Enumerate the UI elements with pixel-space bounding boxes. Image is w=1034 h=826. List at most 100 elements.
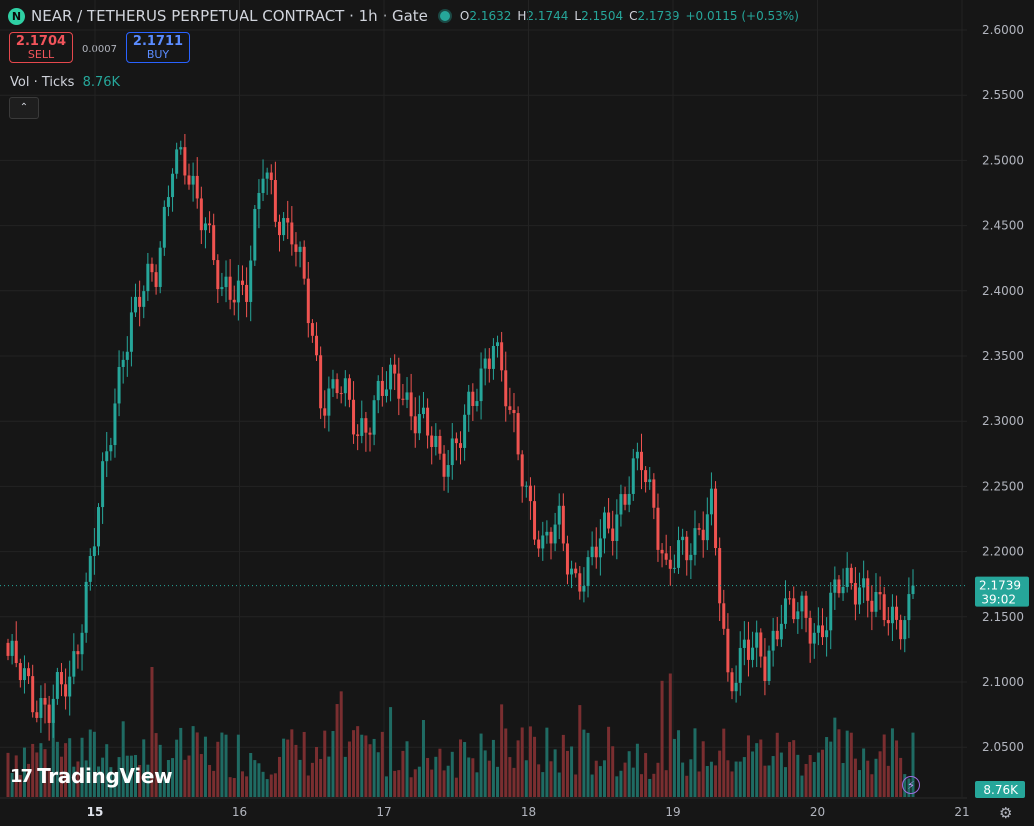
- volume-bar: [635, 743, 639, 797]
- volume-bar: [360, 734, 364, 797]
- candle-body: [516, 413, 520, 455]
- volume-bar: [607, 726, 611, 797]
- candle-body: [257, 192, 261, 209]
- y-tick-label: 2.4000: [982, 284, 1024, 298]
- volume-bar: [561, 734, 565, 797]
- volume-bar: [138, 765, 142, 797]
- candle-body: [195, 175, 199, 199]
- volume-bar: [438, 748, 442, 797]
- volume-bar: [212, 770, 216, 797]
- candle-body: [14, 640, 18, 664]
- candle-body: [368, 432, 372, 435]
- buy-button[interactable]: 2.1711 BUY: [126, 32, 190, 63]
- candle-body: [166, 197, 170, 207]
- volume-bar: [491, 739, 495, 797]
- volume-bar: [335, 704, 339, 797]
- volume-bar: [47, 769, 51, 797]
- candle-body: [253, 208, 257, 261]
- candle-body: [339, 393, 343, 395]
- candle-body: [524, 485, 528, 487]
- volume-bar: [528, 726, 532, 797]
- volume-bar: [886, 765, 890, 797]
- volume-bar: [368, 744, 372, 797]
- volume-bar: [454, 777, 458, 797]
- candle-body: [352, 399, 356, 435]
- volume-bar: [500, 704, 504, 797]
- volume-bar: [59, 756, 63, 797]
- spread-value: 0.0007: [82, 44, 117, 55]
- volume-bar: [14, 755, 18, 797]
- candle-body: [866, 578, 870, 601]
- candle-body: [496, 342, 500, 346]
- volume-bar: [640, 774, 643, 797]
- volume-bar: [911, 732, 915, 797]
- volume-bar: [310, 762, 314, 797]
- volume-legend[interactable]: Vol · Ticks 8.76K: [10, 75, 120, 90]
- candle-body: [668, 559, 672, 569]
- volume-bar: [697, 771, 701, 797]
- candle-body: [59, 672, 63, 685]
- candle-body: [224, 276, 228, 288]
- candle-body: [212, 225, 216, 261]
- candle-body: [446, 465, 450, 477]
- candle-body: [878, 592, 882, 595]
- candle-body: [788, 598, 792, 600]
- tradingview-logo[interactable]: 17 TradingView: [10, 764, 173, 788]
- candle-body: [734, 682, 738, 692]
- volume-bar: [154, 733, 158, 797]
- x-tick-label: 21: [954, 805, 969, 819]
- lightning-icon[interactable]: ⚡: [902, 776, 920, 794]
- candle-body: [310, 323, 314, 336]
- last-volume-tag: [975, 781, 1025, 798]
- volume-bar: [615, 776, 619, 797]
- volume-bar: [775, 732, 779, 797]
- collapse-legend-button[interactable]: ⌃: [9, 97, 39, 119]
- candle-body: [886, 620, 890, 624]
- candle-body: [315, 335, 319, 356]
- candle-body: [882, 594, 886, 621]
- volume-bar: [471, 758, 475, 797]
- volume-bar: [475, 772, 479, 797]
- candle-body: [273, 180, 277, 222]
- candle-body: [512, 409, 516, 414]
- x-tick-label: 15: [87, 805, 104, 819]
- volume-bar: [393, 770, 397, 797]
- candle-body: [138, 296, 142, 307]
- y-tick-label: 2.0500: [982, 740, 1024, 754]
- volume-bar: [380, 731, 384, 797]
- candle-body: [500, 342, 504, 371]
- candle-body: [199, 198, 203, 231]
- volume-bar: [479, 733, 483, 797]
- sell-button[interactable]: 2.1704 SELL: [9, 32, 73, 63]
- volume-bar: [788, 742, 792, 797]
- volume-bar: [187, 755, 191, 797]
- candle-body: [644, 470, 648, 483]
- symbol-title[interactable]: NEAR / TETHERUS PERPETUAL CONTRACT · 1h …: [31, 7, 428, 25]
- volume-bar: [882, 734, 886, 797]
- volume-bar: [858, 770, 862, 797]
- candle-body: [117, 366, 121, 404]
- volume-bar: [796, 754, 800, 797]
- volume-bar: [294, 744, 298, 797]
- settings-gear-icon[interactable]: ⚙: [999, 804, 1013, 822]
- candle-body: [364, 418, 368, 433]
- volume-bar: [837, 729, 841, 797]
- volume-bar: [158, 744, 162, 797]
- volume-bar: [816, 752, 820, 797]
- volume-bar: [142, 739, 146, 797]
- volume-bar: [586, 732, 590, 797]
- candle-body: [537, 539, 541, 549]
- candle-body: [191, 175, 195, 185]
- volume-bar: [278, 756, 281, 797]
- candle-body: [796, 611, 800, 620]
- candle-body: [565, 543, 569, 575]
- volume-bar: [652, 773, 656, 797]
- candle-body: [249, 260, 253, 302]
- volume-bar: [166, 760, 170, 797]
- candle-body: [759, 632, 763, 657]
- volume-bar: [800, 775, 804, 797]
- volume-bar: [286, 739, 290, 797]
- candle-body: [479, 368, 483, 402]
- candle-body: [327, 388, 331, 416]
